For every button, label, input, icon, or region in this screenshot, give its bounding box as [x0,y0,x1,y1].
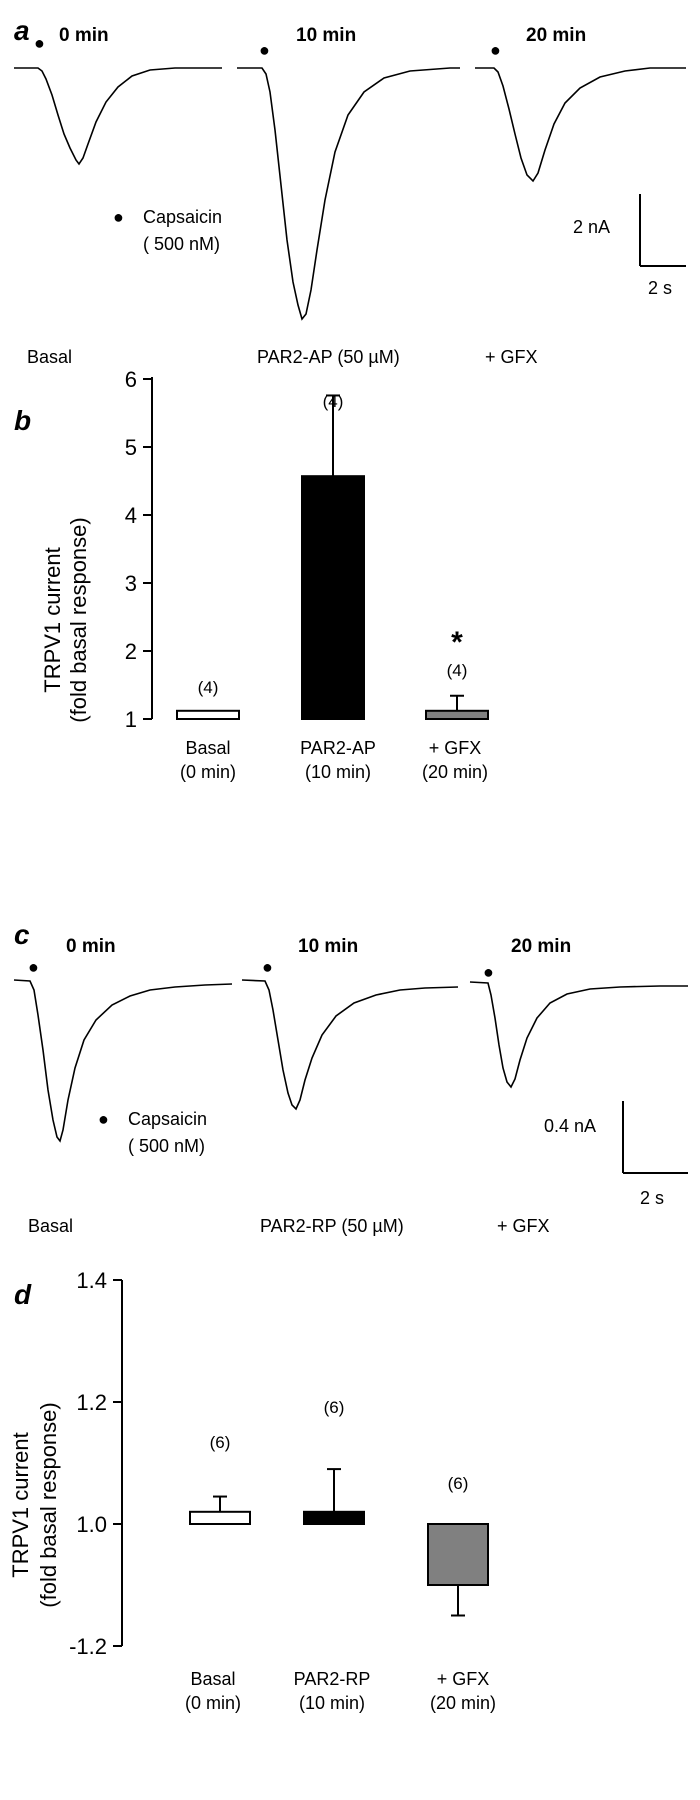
trace-c-basal [13,979,233,1143]
y-axis-label-d-line1: TRPV1 current [8,1432,33,1578]
condition-c-gfx: + GFX [497,1216,550,1236]
scale-label-y-c: 0.4 nA [544,1116,596,1136]
stimulus-dot-c1: ● [28,957,39,977]
b-bar [176,709,240,720]
stimulus-label-a: Capsaicin [143,207,222,227]
trace-c-gfx [469,981,688,1089]
panel-label-b: b [14,405,31,436]
d-n-label: (6) [324,1398,345,1417]
b-y-tick-label: 3 [125,571,137,596]
stimulus-conc-a: ( 500 nM) [143,234,220,254]
timepoint-a1: 0 min [59,25,109,46]
b-category-label: (20 min) [422,762,488,782]
condition-a-par2ap: PAR2-AP (50 µM) [257,347,400,367]
b-category-label: + GFX [429,738,482,758]
d-bar [427,1523,489,1586]
stimulus-conc-c: ( 500 nM) [128,1136,205,1156]
d-y-tick-label: 1.4 [76,1268,107,1293]
condition-c-basal: Basal [28,1216,73,1236]
d-category-label: + GFX [437,1669,490,1689]
y-axis-label-b-line1: TRPV1 current [40,547,65,693]
b-category-label: (0 min) [180,762,236,782]
y-axis-label-d-line2: (fold basal response) [36,1402,61,1607]
panel-c: c ● 0 min ● 10 min ● 20 min ● Capsaicin … [13,919,688,1236]
stimulus-dot-c2: ● [262,957,273,977]
d-bar [303,1510,365,1526]
b-significance-marker: * [451,626,463,659]
b-category-label: Basal [185,738,230,758]
b-y-tick-label: 1 [125,707,137,732]
panel-a: a ● 0 min ● 10 min ● 20 min ● Capsaicin … [14,15,686,367]
stimulus-dot-c3: ● [483,962,494,982]
d-y-tick-label: 1.2 [76,1390,107,1415]
d-n-label: (6) [210,1433,231,1452]
d-category-label: Basal [190,1669,235,1689]
stimulus-dot-a1: ● [34,33,45,53]
d-y-tick-label: 1.0 [76,1512,107,1537]
trace-c-par2rp [241,979,459,1111]
b-y-tick-label: 5 [125,435,137,460]
stimulus-dot-a3: ● [490,40,501,60]
b-category-label: PAR2-AP [300,738,376,758]
condition-a-basal: Basal [27,347,72,367]
d-category-label: (10 min) [299,1693,365,1713]
trace-a-basal [14,67,222,166]
trace-a-par2ap [237,67,460,321]
condition-c-par2rp: PAR2-RP (50 µM) [260,1216,404,1236]
stimulus-label-c: Capsaicin [128,1109,207,1129]
d-category-label: PAR2-RP [294,1669,371,1689]
d-bar [189,1510,251,1526]
d-n-label: (6) [448,1474,469,1493]
panel-d-chart: d TRPV1 current (fold basal response) -1… [8,1268,496,1713]
scale-label-x-a: 2 s [648,278,672,298]
trace-a-gfx [475,67,686,183]
d-category-label: (0 min) [185,1693,241,1713]
panel-label-d: d [14,1279,32,1310]
panel-label-a: a [14,15,30,46]
stimulus-dot-a2: ● [259,40,270,60]
panel-b-chart: b TRPV1 current (fold basal response) 1 2… [14,367,489,782]
scale-label-y-a: 2 nA [573,217,610,237]
y-axis-label-b-line2: (fold basal response) [66,517,91,722]
d-category-label: (20 min) [430,1693,496,1713]
timepoint-c3: 20 min [511,936,571,957]
panel-label-c: c [14,919,30,950]
stimulus-dot-legend-a: ● [113,207,124,227]
scale-label-x-c: 2 s [640,1188,664,1208]
timepoint-c2: 10 min [298,936,358,957]
d-y-tick-label: -1.2 [69,1634,107,1659]
timepoint-a2: 10 min [296,25,356,46]
b-n-label: (4) [323,392,344,411]
stimulus-dot-legend-c: ● [98,1109,109,1129]
b-y-tick-label: 4 [125,503,137,528]
b-n-label: (4) [198,678,219,697]
timepoint-c1: 0 min [66,936,116,957]
b-y-tick-label: 6 [125,367,137,392]
b-category-label: (10 min) [305,762,371,782]
b-bar [301,475,365,720]
b-bar [425,709,489,720]
timepoint-a3: 20 min [526,25,586,46]
b-y-tick-label: 2 [125,639,137,664]
condition-a-gfx: + GFX [485,347,538,367]
b-n-label: (4) [447,661,468,680]
